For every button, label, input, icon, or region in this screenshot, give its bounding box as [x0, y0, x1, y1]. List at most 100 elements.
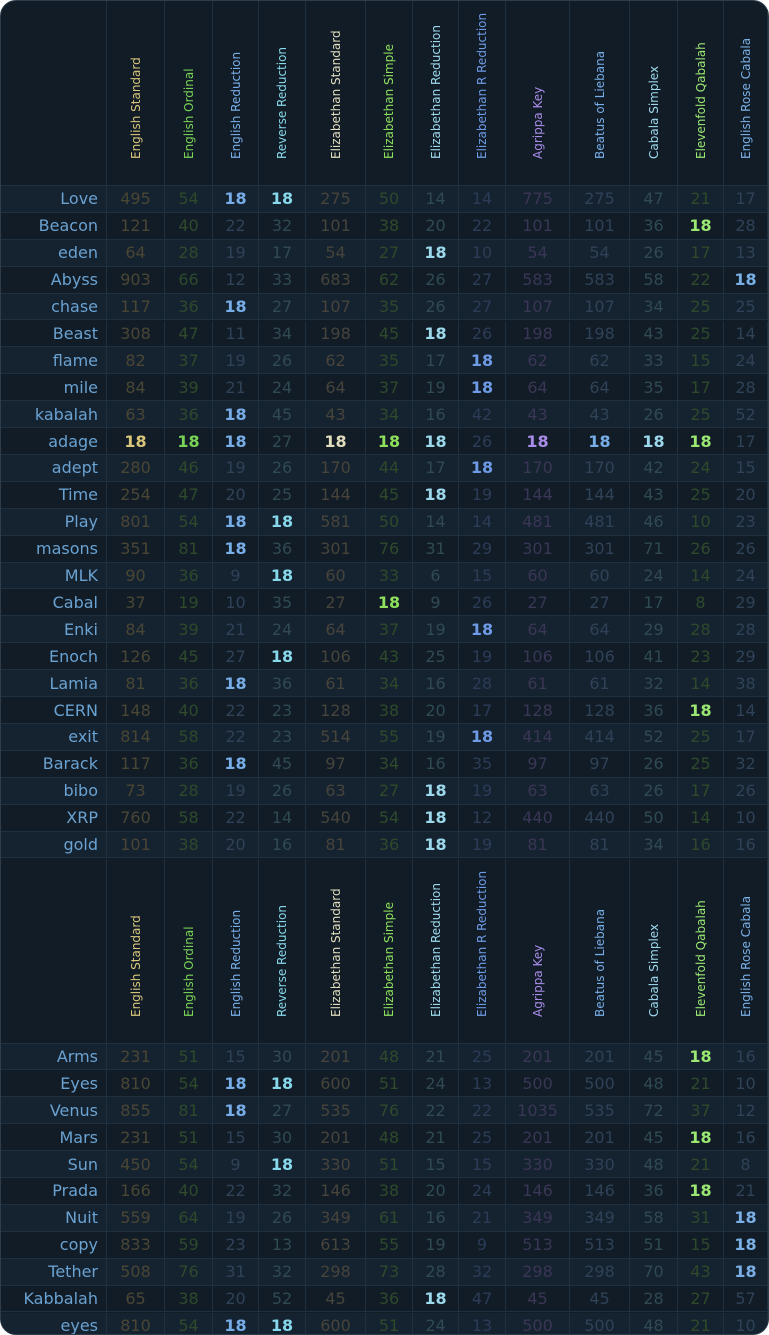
- row-word-label: masons: [1, 535, 107, 562]
- row-word-label: Enoch: [1, 643, 107, 670]
- table-row[interactable]: Beast 308 47 11 34 198 45 18 26 198 198 43 25 14: [1, 320, 768, 348]
- table-row[interactable]: XRP 760 58 22 14 540 54 18 12 440 440 50 14 10: [1, 804, 768, 832]
- table-row[interactable]: Tether 508 76 31 32 298 73 28 32 298 298 70 43 18: [1, 1258, 768, 1286]
- column-header-english-standard[interactable]: English Standard: [107, 1, 165, 186]
- row-word-label: Beacon: [1, 212, 107, 239]
- table-row[interactable]: Barack 117 36 18 45 97 34 16 35 97 97 26 25 32: [1, 750, 768, 778]
- table-row[interactable]: gold 101 38 20 16 81 36 18 19 81 81 34 16 16: [1, 831, 768, 859]
- value-cell: 76: [366, 535, 413, 562]
- column-header-agrippa-key[interactable]: Agrippa Key: [506, 858, 570, 1044]
- table-row[interactable]: flame 82 37 19 26 62 35 17 18 62 62 33 15 24: [1, 347, 768, 375]
- column-header-elevenfold-qabalah[interactable]: Elevenfold Qabalah: [678, 858, 724, 1044]
- value-cell: 15: [459, 1151, 506, 1177]
- value-cell: 146: [306, 1178, 366, 1204]
- column-header-elizabethan-reduction[interactable]: Elizabethan Reduction: [413, 1, 459, 186]
- column-header-cabala-simplex[interactable]: Cabala Simplex: [630, 1, 678, 186]
- column-header-english-ordinal[interactable]: English Ordinal: [165, 1, 213, 186]
- value-cell: 18: [630, 428, 678, 454]
- column-header-english-rose-cabala[interactable]: English Rose Cabala: [724, 858, 768, 1044]
- table-row[interactable]: adage 18 18 18 27 18 18 18 26 18 18 18 18 17: [1, 428, 768, 455]
- value-cell: 18: [213, 1097, 259, 1124]
- column-header-reverse-reduction[interactable]: Reverse Reduction: [259, 858, 306, 1044]
- table-row[interactable]: Time 254 47 20 25 144 45 18 19 144 144 43 25 20: [1, 481, 768, 509]
- table-row[interactable]: adept 280 46 19 26 170 44 17 18 170 170 42 24 15: [1, 455, 768, 482]
- column-header-elizabethan-reduction[interactable]: Elizabethan Reduction: [413, 858, 459, 1044]
- value-cell: 128: [506, 697, 570, 723]
- column-header-english-ordinal[interactable]: English Ordinal: [165, 858, 213, 1044]
- column-header-english-reduction[interactable]: English Reduction: [213, 858, 259, 1044]
- value-cell: 73: [107, 777, 165, 804]
- column-header-label: Cabala Simplex: [646, 65, 661, 159]
- column-header-elizabethan-standard[interactable]: Elizabethan Standard: [306, 1, 366, 186]
- table-row[interactable]: eyes 810 54 18 18 600 51 24 13 500 500 48 21 10: [1, 1312, 768, 1334]
- value-cell: 14: [678, 562, 724, 589]
- table-row[interactable]: Love 495 54 18 18 275 50 14 14 775 275 47 21 17: [1, 186, 768, 213]
- row-word-label: exit: [1, 724, 107, 750]
- column-header-elizabethan-simple[interactable]: Elizabethan Simple: [366, 858, 413, 1044]
- column-header-english-standard[interactable]: English Standard: [107, 858, 165, 1044]
- table-row[interactable]: Abyss 903 66 12 33 683 62 26 27 583 583 58 22 18: [1, 266, 768, 294]
- value-cell: 22: [213, 724, 259, 750]
- value-cell: 81: [570, 831, 630, 858]
- value-cell: 583: [506, 266, 570, 293]
- table-row[interactable]: exit 814 58 22 23 514 55 19 18 414 414 52 25 17: [1, 724, 768, 751]
- value-cell: 47: [165, 481, 213, 508]
- value-cell: 18: [259, 1070, 306, 1097]
- value-cell: 18: [413, 320, 459, 347]
- table-row[interactable]: Kabbalah 65 38 20 52 45 36 18 47 45 45 28 27 57: [1, 1285, 768, 1313]
- column-header-beatus-of-liebana[interactable]: Beatus of Liebana: [570, 1, 630, 186]
- value-cell: 17: [259, 239, 306, 266]
- table-row[interactable]: Venus 855 81 18 27 535 76 22 22 1035 535 72 37 12: [1, 1097, 768, 1125]
- value-cell: 12: [213, 266, 259, 293]
- table-row[interactable]: masons 351 81 18 36 301 76 31 29 301 301 71 26 26: [1, 535, 768, 563]
- table-row[interactable]: Enoch 126 45 27 18 106 43 25 19 106 106 41 23 29: [1, 643, 768, 671]
- value-cell: 24: [678, 455, 724, 481]
- value-cell: 41: [630, 643, 678, 670]
- value-cell: 280: [107, 455, 165, 481]
- table-row[interactable]: Lamia 81 36 18 36 61 34 16 28 61 61 32 14 38: [1, 670, 768, 698]
- column-header-elizabethan-standard[interactable]: Elizabethan Standard: [306, 858, 366, 1044]
- table-row[interactable]: eden 64 28 19 17 54 27 18 10 54 54 26 17 13: [1, 239, 768, 267]
- table-row[interactable]: Enki 84 39 21 24 64 37 19 18 64 64 29 28 28: [1, 616, 768, 644]
- table-row[interactable]: Beacon 121 40 22 32 101 38 20 22 101 101 36 18 28: [1, 212, 768, 240]
- value-cell: 51: [366, 1070, 413, 1097]
- value-cell: 128: [306, 697, 366, 723]
- table-row[interactable]: Mars 231 51 15 30 201 48 21 25 201 201 45 18 16: [1, 1124, 768, 1152]
- value-cell: 17: [459, 697, 506, 723]
- value-cell: 26: [630, 239, 678, 266]
- table-row[interactable]: bibo 73 28 19 26 63 27 18 19 63 63 26 17 26: [1, 777, 768, 805]
- table-row[interactable]: Play 801 54 18 18 581 50 14 14 481 481 46 10 23: [1, 508, 768, 536]
- table-row[interactable]: kabalah 63 36 18 45 43 34 16 42 43 43 26 25 52: [1, 401, 768, 429]
- column-header-beatus-of-liebana[interactable]: Beatus of Liebana: [570, 858, 630, 1044]
- column-header-elevenfold-qabalah[interactable]: Elevenfold Qabalah: [678, 1, 724, 186]
- table-row[interactable]: Arms 231 51 15 30 201 48 21 25 201 201 45 18 16: [1, 1043, 768, 1071]
- table-row[interactable]: mile 84 39 21 24 64 37 19 18 64 64 35 17 28: [1, 374, 768, 402]
- value-cell: 24: [630, 562, 678, 589]
- column-header-agrippa-key[interactable]: Agrippa Key: [506, 1, 570, 186]
- column-header-cabala-simplex[interactable]: Cabala Simplex: [630, 858, 678, 1044]
- value-cell: 71: [630, 535, 678, 562]
- table-row[interactable]: chase 117 36 18 27 107 35 26 27 107 107 34 25 25: [1, 293, 768, 321]
- table-row[interactable]: MLK 90 36 9 18 60 33 6 15 60 60 24 14 24: [1, 562, 768, 590]
- value-cell: 17: [678, 777, 724, 804]
- value-cell: 63: [570, 777, 630, 804]
- column-header-elizabethan-simple[interactable]: Elizabethan Simple: [366, 1, 413, 186]
- table-row[interactable]: Eyes 810 54 18 18 600 51 24 13 500 500 48 21 10: [1, 1070, 768, 1098]
- value-cell: 70: [630, 1258, 678, 1285]
- column-header-elizabethan-r-reduction[interactable]: Elizabethan R Reduction: [459, 858, 506, 1044]
- value-cell: 21: [413, 1043, 459, 1070]
- table-row[interactable]: CERN 148 40 22 23 128 38 20 17 128 128 36 18 14: [1, 697, 768, 724]
- value-cell: 23: [213, 1231, 259, 1258]
- table-row[interactable]: Sun 450 54 9 18 330 51 15 15 330 330 48 21 8: [1, 1151, 768, 1178]
- table-row[interactable]: Prada 166 40 22 32 146 38 20 24 146 146 36 18 21: [1, 1178, 768, 1205]
- table-row[interactable]: copy 833 59 23 13 613 55 19 9 513 513 51 15 18: [1, 1231, 768, 1259]
- column-header-reverse-reduction[interactable]: Reverse Reduction: [259, 1, 306, 186]
- column-header-english-rose-cabala[interactable]: English Rose Cabala: [724, 1, 768, 186]
- column-header-elizabethan-r-reduction[interactable]: Elizabethan R Reduction: [459, 1, 506, 186]
- value-cell: 51: [366, 1312, 413, 1334]
- value-cell: 35: [259, 589, 306, 616]
- table-row[interactable]: Nuit 559 64 19 26 349 61 16 21 349 349 58 31 18: [1, 1204, 768, 1232]
- value-cell: 22: [678, 266, 724, 293]
- column-header-english-reduction[interactable]: English Reduction: [213, 1, 259, 186]
- table-row[interactable]: Cabal 37 19 10 35 27 18 9 26 27 27 17 8 29: [1, 589, 768, 617]
